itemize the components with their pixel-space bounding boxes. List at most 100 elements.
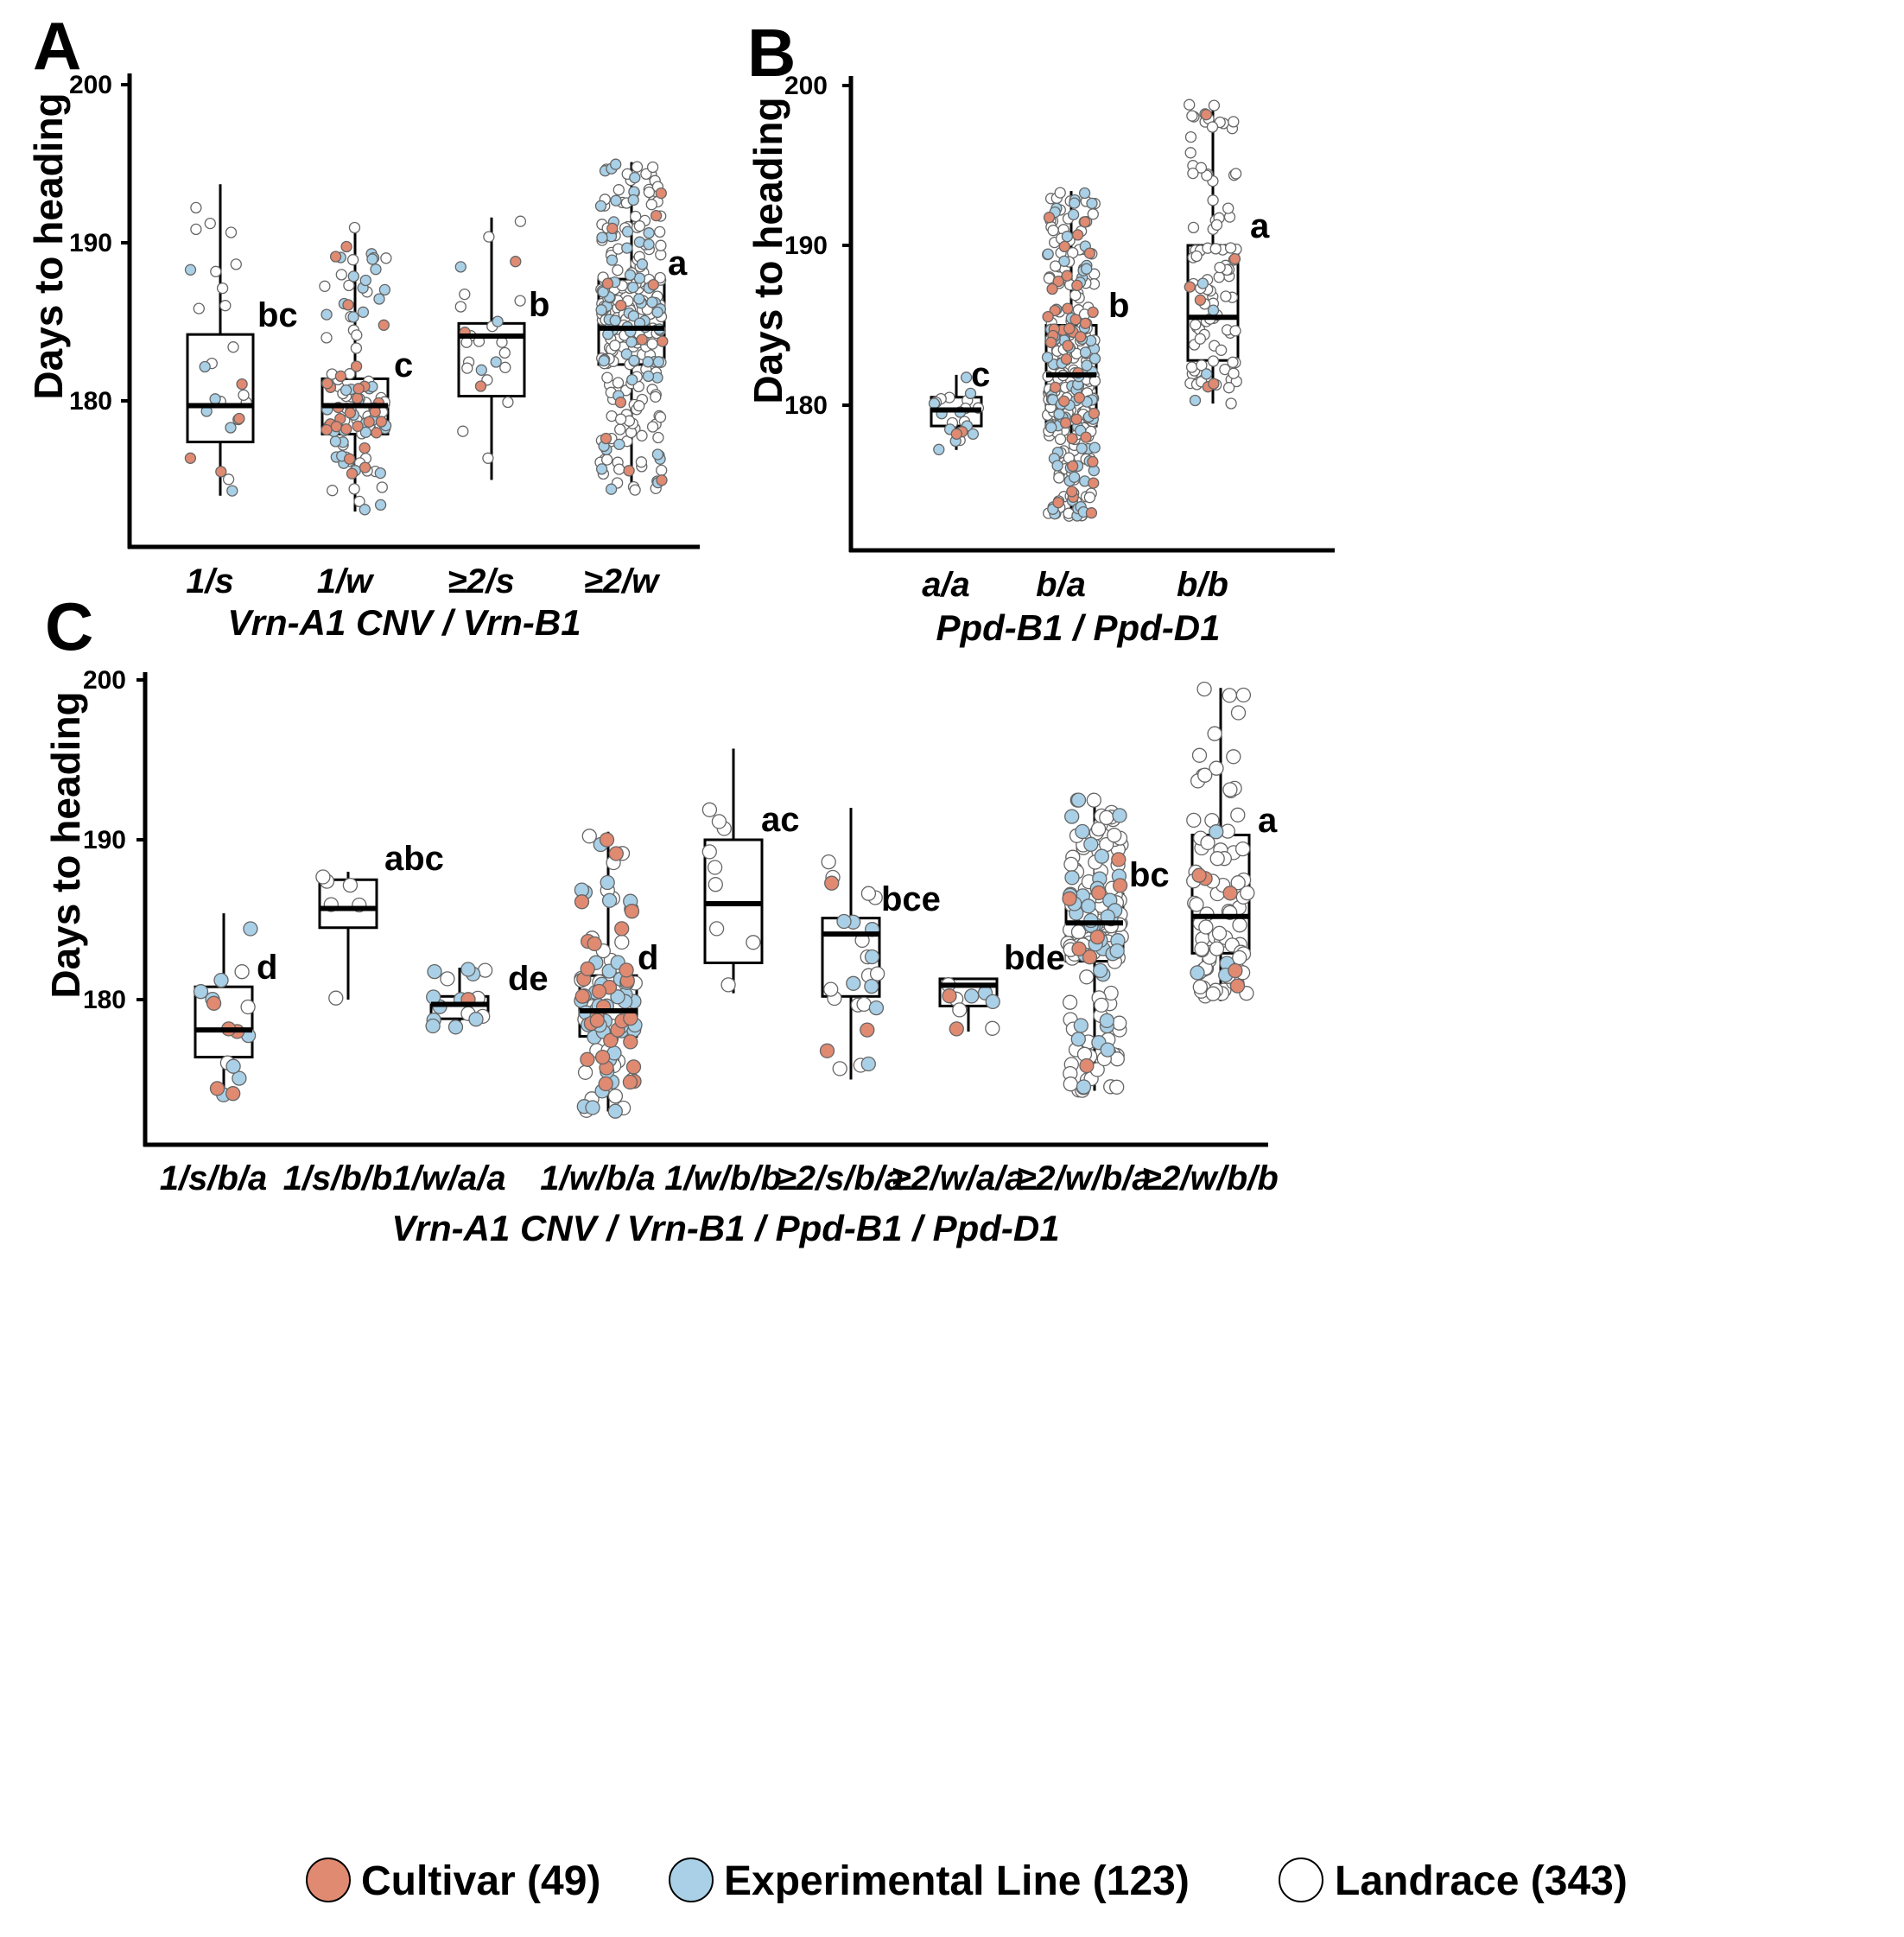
point-landrace [601, 372, 613, 384]
point-cultivar [474, 380, 487, 392]
point-cultivar [375, 416, 388, 428]
point-cultivar [378, 319, 390, 331]
point-cultivar [1079, 317, 1092, 329]
point-landrace [1207, 726, 1222, 741]
point-landrace [1209, 760, 1224, 776]
point-landrace [499, 361, 511, 373]
point-landrace [832, 1061, 847, 1076]
point-landrace [1190, 319, 1202, 331]
significance-letter: a [1258, 802, 1278, 840]
point-experimental [1081, 359, 1093, 372]
point-cultivar [330, 421, 342, 433]
point-landrace [222, 473, 235, 486]
point-cultivar [359, 441, 371, 454]
point-cultivar [352, 420, 364, 432]
point-landrace [1234, 841, 1251, 857]
point-experimental [633, 272, 646, 284]
point-experimental [359, 504, 371, 516]
point-experimental [652, 356, 665, 368]
point-landrace [654, 271, 666, 284]
x-tick-label-ge2-s-b-a: ≥2/s/b/a [777, 1159, 904, 1197]
point-cultivar [619, 962, 634, 978]
point-cultivar [1228, 962, 1243, 979]
point-experimental [613, 438, 625, 450]
box-group-1-w-b-a: d 1/w/b/a [540, 829, 658, 1197]
y-tick-label-200: 200 [83, 666, 126, 695]
point-experimental [651, 448, 664, 460]
point-experimental [460, 962, 476, 977]
point-experimental [1209, 824, 1224, 840]
point-cultivar [622, 1074, 638, 1090]
point-experimental [643, 227, 655, 239]
point-cultivar [1079, 216, 1091, 228]
point-landrace [1191, 747, 1208, 763]
x-tick-label-ge2-s: ≥2/s [447, 562, 515, 600]
point-cultivar [352, 383, 365, 395]
point-experimental [621, 225, 634, 238]
point-cultivar [1088, 407, 1101, 420]
point-landrace [343, 279, 355, 292]
point-experimental [475, 364, 487, 376]
x-tick-label-b-b: b/b [1177, 566, 1228, 604]
point-landrace [348, 221, 361, 234]
box-group-ge2-s-b-a: bce ≥2/s/b/a [777, 808, 941, 1197]
point-landrace [454, 301, 466, 313]
point-experimental [627, 310, 640, 322]
box-group-1-w-b-b: ac 1/w/b/b [664, 748, 800, 1197]
point-landrace [1228, 116, 1240, 128]
point-landrace [646, 338, 658, 350]
point-cultivar [1058, 240, 1070, 253]
significance-letter: b [1108, 287, 1129, 325]
point-cultivar [1208, 378, 1220, 390]
point-experimental [1083, 836, 1099, 852]
point-cultivar [1042, 310, 1054, 323]
point-cultivar [1059, 416, 1072, 429]
point-cultivar [949, 1021, 964, 1037]
point-cultivar [1071, 941, 1087, 956]
point-landrace [1207, 194, 1219, 206]
point-landrace [380, 252, 392, 264]
point-landrace [633, 219, 646, 232]
point-experimental [1200, 368, 1213, 380]
point-landrace [204, 217, 216, 230]
significance-letter: d [638, 939, 658, 977]
point-landrace [823, 981, 839, 997]
point-landrace [1206, 121, 1219, 133]
point-experimental [1086, 197, 1098, 210]
point-landrace [607, 1089, 624, 1104]
point-landrace [1187, 221, 1200, 234]
point-landrace [498, 346, 511, 359]
x-tick-label-1-w-b-a: 1/w/b/a [540, 1159, 655, 1197]
point-experimental [374, 467, 386, 479]
x-tick-label-1-w: 1/w [317, 562, 375, 600]
point-landrace [1232, 949, 1247, 966]
panel-letter-c: C [45, 588, 93, 664]
point-landrace [1189, 897, 1204, 912]
point-landrace [210, 265, 222, 277]
point-cultivar [1082, 949, 1098, 965]
point-cultivar [1079, 1057, 1095, 1074]
point-experimental [1088, 352, 1101, 365]
point-experimental [1100, 1042, 1115, 1057]
y-axis-label: Days to heading [43, 691, 88, 998]
point-cultivar [1060, 352, 1073, 365]
point-cultivar [647, 278, 659, 291]
point-cultivar [601, 277, 614, 289]
point-experimental [357, 306, 370, 318]
point-landrace [1211, 925, 1228, 941]
point-landrace [646, 161, 659, 174]
point-cultivar [1229, 978, 1246, 994]
point-landrace [1198, 919, 1214, 935]
point-cultivar [1075, 331, 1087, 343]
point-landrace [1185, 361, 1198, 373]
point-experimental [836, 913, 852, 930]
box-group-ge2-w-b-a: bc ≥2/w/b/a [1017, 792, 1170, 1197]
point-landrace [1195, 162, 1208, 174]
point-landrace [1190, 250, 1203, 263]
point-experimental [1079, 346, 1092, 359]
point-landrace [1209, 941, 1225, 956]
point-cultivar [1112, 878, 1128, 893]
point-cultivar [510, 256, 522, 268]
point-cultivar [650, 209, 663, 222]
point-experimental [447, 1019, 464, 1035]
